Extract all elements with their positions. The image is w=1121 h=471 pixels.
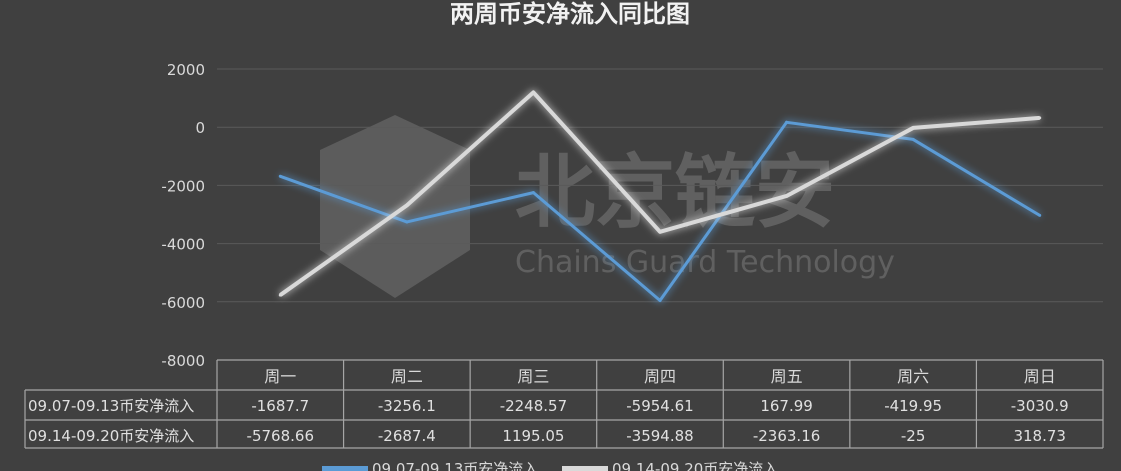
- category-label: 周二: [391, 367, 423, 386]
- table-cell: -5768.66: [247, 427, 314, 445]
- category-label: 周六: [897, 367, 929, 386]
- table-cell: -2363.16: [753, 427, 820, 445]
- data-point: [1038, 213, 1042, 217]
- category-label: 周一: [264, 367, 296, 386]
- data-point: [278, 293, 282, 297]
- table-cell: -5954.61: [626, 397, 693, 415]
- table-cell: -2687.4: [378, 427, 436, 445]
- watermark-en: Chains Guard Technology: [515, 245, 895, 280]
- data-point: [785, 194, 789, 198]
- data-point: [658, 298, 662, 302]
- legend-swatch: [562, 466, 608, 471]
- table-cell: -419.95: [884, 397, 942, 415]
- category-label: 周五: [771, 367, 803, 386]
- table-cell: 167.99: [760, 397, 813, 415]
- watermark-cn: 北京链安: [515, 146, 835, 239]
- table-series-name: 09.07-09.13币安净流入: [28, 397, 194, 415]
- chart-title: 两周币安净流入同比图: [450, 0, 690, 28]
- table-cell: 318.73: [1013, 427, 1066, 445]
- table-cell: -3256.1: [378, 397, 436, 415]
- watermark-logo-icon: [320, 115, 470, 298]
- data-point: [658, 230, 662, 234]
- y-tick-label: -6000: [161, 294, 205, 312]
- legend-swatch: [322, 466, 368, 471]
- table-cell: -1687.7: [251, 397, 309, 415]
- y-tick-label: -2000: [161, 177, 205, 195]
- table-cell: 1195.05: [502, 427, 564, 445]
- data-point: [911, 137, 915, 141]
- table-cell: -3030.9: [1011, 397, 1069, 415]
- data-point: [278, 174, 282, 178]
- category-label: 周日: [1024, 367, 1056, 386]
- table-series-name: 09.14-09.20币安净流入: [28, 427, 194, 445]
- data-point: [785, 120, 789, 124]
- y-tick-label: 0: [195, 119, 205, 137]
- data-point: [911, 126, 915, 130]
- legend-label: 09.07-09.13币安净流入: [372, 460, 538, 471]
- data-point: [1038, 116, 1042, 120]
- table-cell: -2248.57: [500, 397, 567, 415]
- table-cell: -3594.88: [626, 427, 693, 445]
- data-point: [405, 203, 409, 207]
- data-point: [531, 90, 535, 94]
- category-label: 周三: [517, 367, 549, 386]
- y-tick-label: -4000: [161, 236, 205, 254]
- table-cell: -25: [901, 427, 926, 445]
- data-point: [405, 220, 409, 224]
- category-label: 周四: [644, 367, 676, 386]
- data-point: [531, 191, 535, 195]
- y-tick-label: 2000: [167, 61, 205, 79]
- y-tick-label: -8000: [161, 352, 205, 370]
- legend-label: 09.14-09.20币安净流入: [612, 460, 778, 471]
